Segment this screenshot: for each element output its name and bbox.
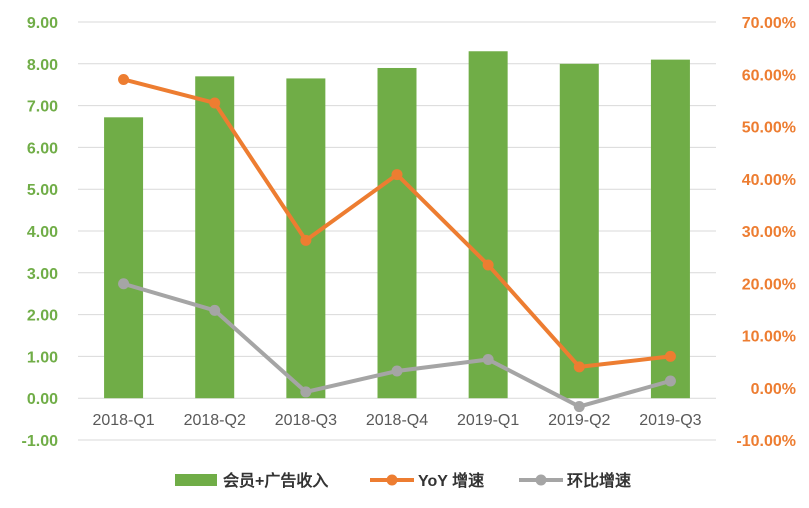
series-point xyxy=(391,169,403,181)
left-tick-label: 8.00 xyxy=(27,57,58,74)
x-tick-label: 2018-Q2 xyxy=(184,412,246,429)
x-tick-label: 2019-Q2 xyxy=(548,412,610,429)
series-point xyxy=(482,354,494,366)
legend-item: YoY 增速 xyxy=(370,471,484,490)
left-axis: -1.00 0.00 1.00 2.00 3.00 4.00 5.00 6.00 7.00 8.0… xyxy=(22,15,59,450)
right-tick-label: 50.00% xyxy=(742,120,796,137)
bar xyxy=(650,59,690,399)
right-tick-label: -10.00% xyxy=(736,433,796,450)
left-tick-label: 2.00 xyxy=(27,308,58,325)
left-tick-label: 9.00 xyxy=(27,15,58,32)
left-tick-label: -1.00 xyxy=(22,433,59,450)
series-point xyxy=(482,259,494,271)
bar xyxy=(559,63,599,399)
series-point xyxy=(300,234,312,246)
x-tick-label: 2018-Q4 xyxy=(366,412,428,429)
left-tick-label: 6.00 xyxy=(27,140,58,157)
series-point xyxy=(118,73,130,85)
right-tick-label: 20.00% xyxy=(742,276,796,293)
legend: 会员+广告收入 YoY 增速 环比增速 xyxy=(175,471,631,490)
right-tick-label: 60.00% xyxy=(742,67,796,84)
legend-marker xyxy=(386,474,398,486)
x-tick-label: 2019-Q1 xyxy=(457,412,519,429)
series-point xyxy=(391,365,403,377)
left-tick-label: 1.00 xyxy=(27,349,58,366)
legend-label: 会员+广告收入 xyxy=(223,471,328,490)
right-tick-label: 0.00% xyxy=(751,381,796,398)
line-series xyxy=(118,73,676,413)
bar-series xyxy=(104,51,690,399)
left-tick-label: 5.00 xyxy=(27,182,58,199)
left-tick-label: 3.00 xyxy=(27,266,58,283)
right-tick-label: 70.00% xyxy=(742,15,796,32)
bar xyxy=(377,67,417,399)
right-tick-label: 40.00% xyxy=(742,172,796,189)
bar xyxy=(195,76,235,399)
legend-item: 会员+广告收入 xyxy=(175,471,328,490)
legend-marker xyxy=(535,474,547,486)
x-tick-label: 2019-Q3 xyxy=(639,412,701,429)
x-tick-label: 2018-Q1 xyxy=(92,412,154,429)
series-point xyxy=(664,375,676,387)
legend-item: 环比增速 xyxy=(519,471,631,490)
right-tick-label: 30.00% xyxy=(742,224,796,241)
x-axis: 2018-Q1 2018-Q2 2018-Q3 2018-Q4 2019-Q1 2019-… xyxy=(92,412,701,429)
right-axis: -10.00% 0.00% 10.00% 20.00% 30.00% 40.00% 50.0… xyxy=(736,15,796,450)
legend-label: 环比增速 xyxy=(567,471,631,490)
series-point xyxy=(209,304,221,316)
series-point xyxy=(573,361,585,373)
left-tick-label: 7.00 xyxy=(27,99,58,116)
series-point xyxy=(664,350,676,362)
left-tick-label: 0.00 xyxy=(27,391,58,408)
series-point xyxy=(118,278,130,290)
x-tick-label: 2018-Q3 xyxy=(275,412,337,429)
bar xyxy=(104,117,144,399)
left-tick-label: 4.00 xyxy=(27,224,58,241)
legend-swatch xyxy=(175,474,217,486)
right-tick-label: 10.00% xyxy=(742,329,796,346)
series-point xyxy=(300,386,312,398)
series-point xyxy=(209,97,221,109)
series-point xyxy=(573,401,585,413)
bar xyxy=(468,51,508,399)
legend-label: YoY 增速 xyxy=(418,471,484,490)
